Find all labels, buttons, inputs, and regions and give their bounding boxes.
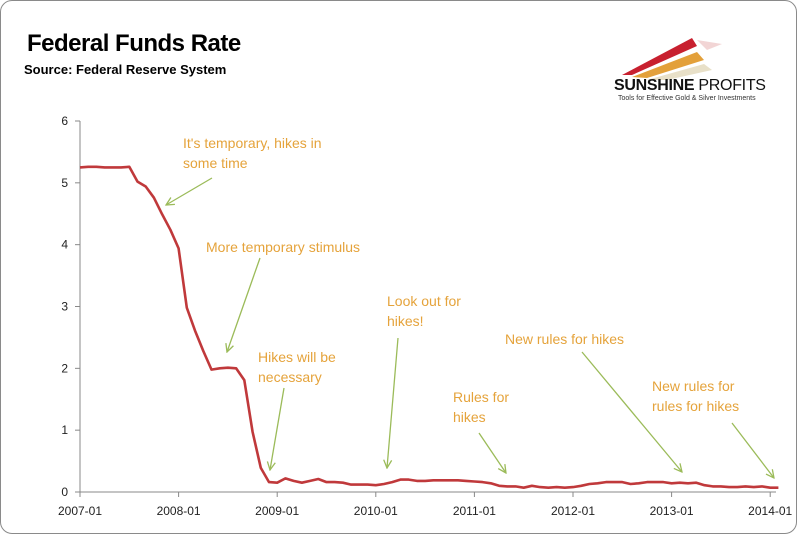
annotation-text: Rules for [453, 389, 509, 405]
y-tick-label: 5 [61, 176, 68, 190]
annotation-text: New rules for [652, 378, 735, 394]
annotation-arrow [387, 337, 399, 468]
x-tick-label: 2007-01 [58, 504, 102, 518]
chart-title: Federal Funds Rate [27, 30, 241, 57]
y-tick-label: 3 [61, 300, 68, 314]
annotation-arrow [227, 257, 261, 352]
annotation-text: hikes [453, 409, 486, 425]
annotation: Look out for hikes! [387, 293, 461, 468]
chart-subtitle: Source: Federal Reserve System [24, 62, 227, 77]
annotation-text: Look out for [387, 293, 461, 309]
series-line-federal-funds-rate [79, 165, 779, 489]
logo-tagline: Tools for Effective Gold & Silver Invest… [618, 95, 756, 102]
y-tick-label: 4 [61, 238, 68, 252]
annotation-arrow [581, 351, 682, 472]
y-tick-label: 1 [61, 423, 68, 437]
annotation-text: New rules for hikes [505, 331, 624, 347]
logo-brand: SUNSHINE PROFITS [614, 77, 766, 94]
annotation: New rules for rules for hikes [652, 378, 774, 478]
annotation-text: Hikes will be [258, 349, 336, 365]
y-tick-label: 6 [61, 114, 68, 128]
y-tick-label: 2 [61, 361, 68, 375]
annotation-arrow [478, 432, 506, 473]
annotation: Rules for hikes [453, 389, 509, 473]
annotation-text: hikes! [387, 313, 424, 329]
annotation: More temporary stimulus [206, 239, 360, 352]
annotation: Hikes will be necessary [258, 349, 336, 470]
y-tick-label: 0 [61, 485, 68, 499]
annotation-arrow [166, 177, 213, 205]
annotation-text: rules for hikes [652, 398, 739, 414]
annotation-arrow [270, 387, 285, 470]
x-tick-label: 2014-01 [748, 504, 792, 518]
annotation-text: More temporary stimulus [206, 239, 360, 255]
annotation: It's temporary, hikes in some time [166, 135, 322, 205]
x-tick-label: 2012-01 [551, 504, 595, 518]
annotation-text: some time [183, 155, 248, 171]
sunshine-profits-logo-icon [622, 38, 722, 80]
annotation-text: necessary [258, 369, 322, 385]
x-tick-label: 2009-01 [255, 504, 299, 518]
annotation: New rules for hikes [505, 331, 682, 472]
x-tick-label: 2010-01 [354, 504, 398, 518]
annotation-text: It's temporary, hikes in [183, 135, 322, 151]
x-tick-label: 2013-01 [650, 504, 694, 518]
x-tick-label: 2008-01 [157, 504, 201, 518]
annotation-arrow [731, 422, 774, 478]
x-tick-label: 2011-01 [453, 504, 496, 518]
